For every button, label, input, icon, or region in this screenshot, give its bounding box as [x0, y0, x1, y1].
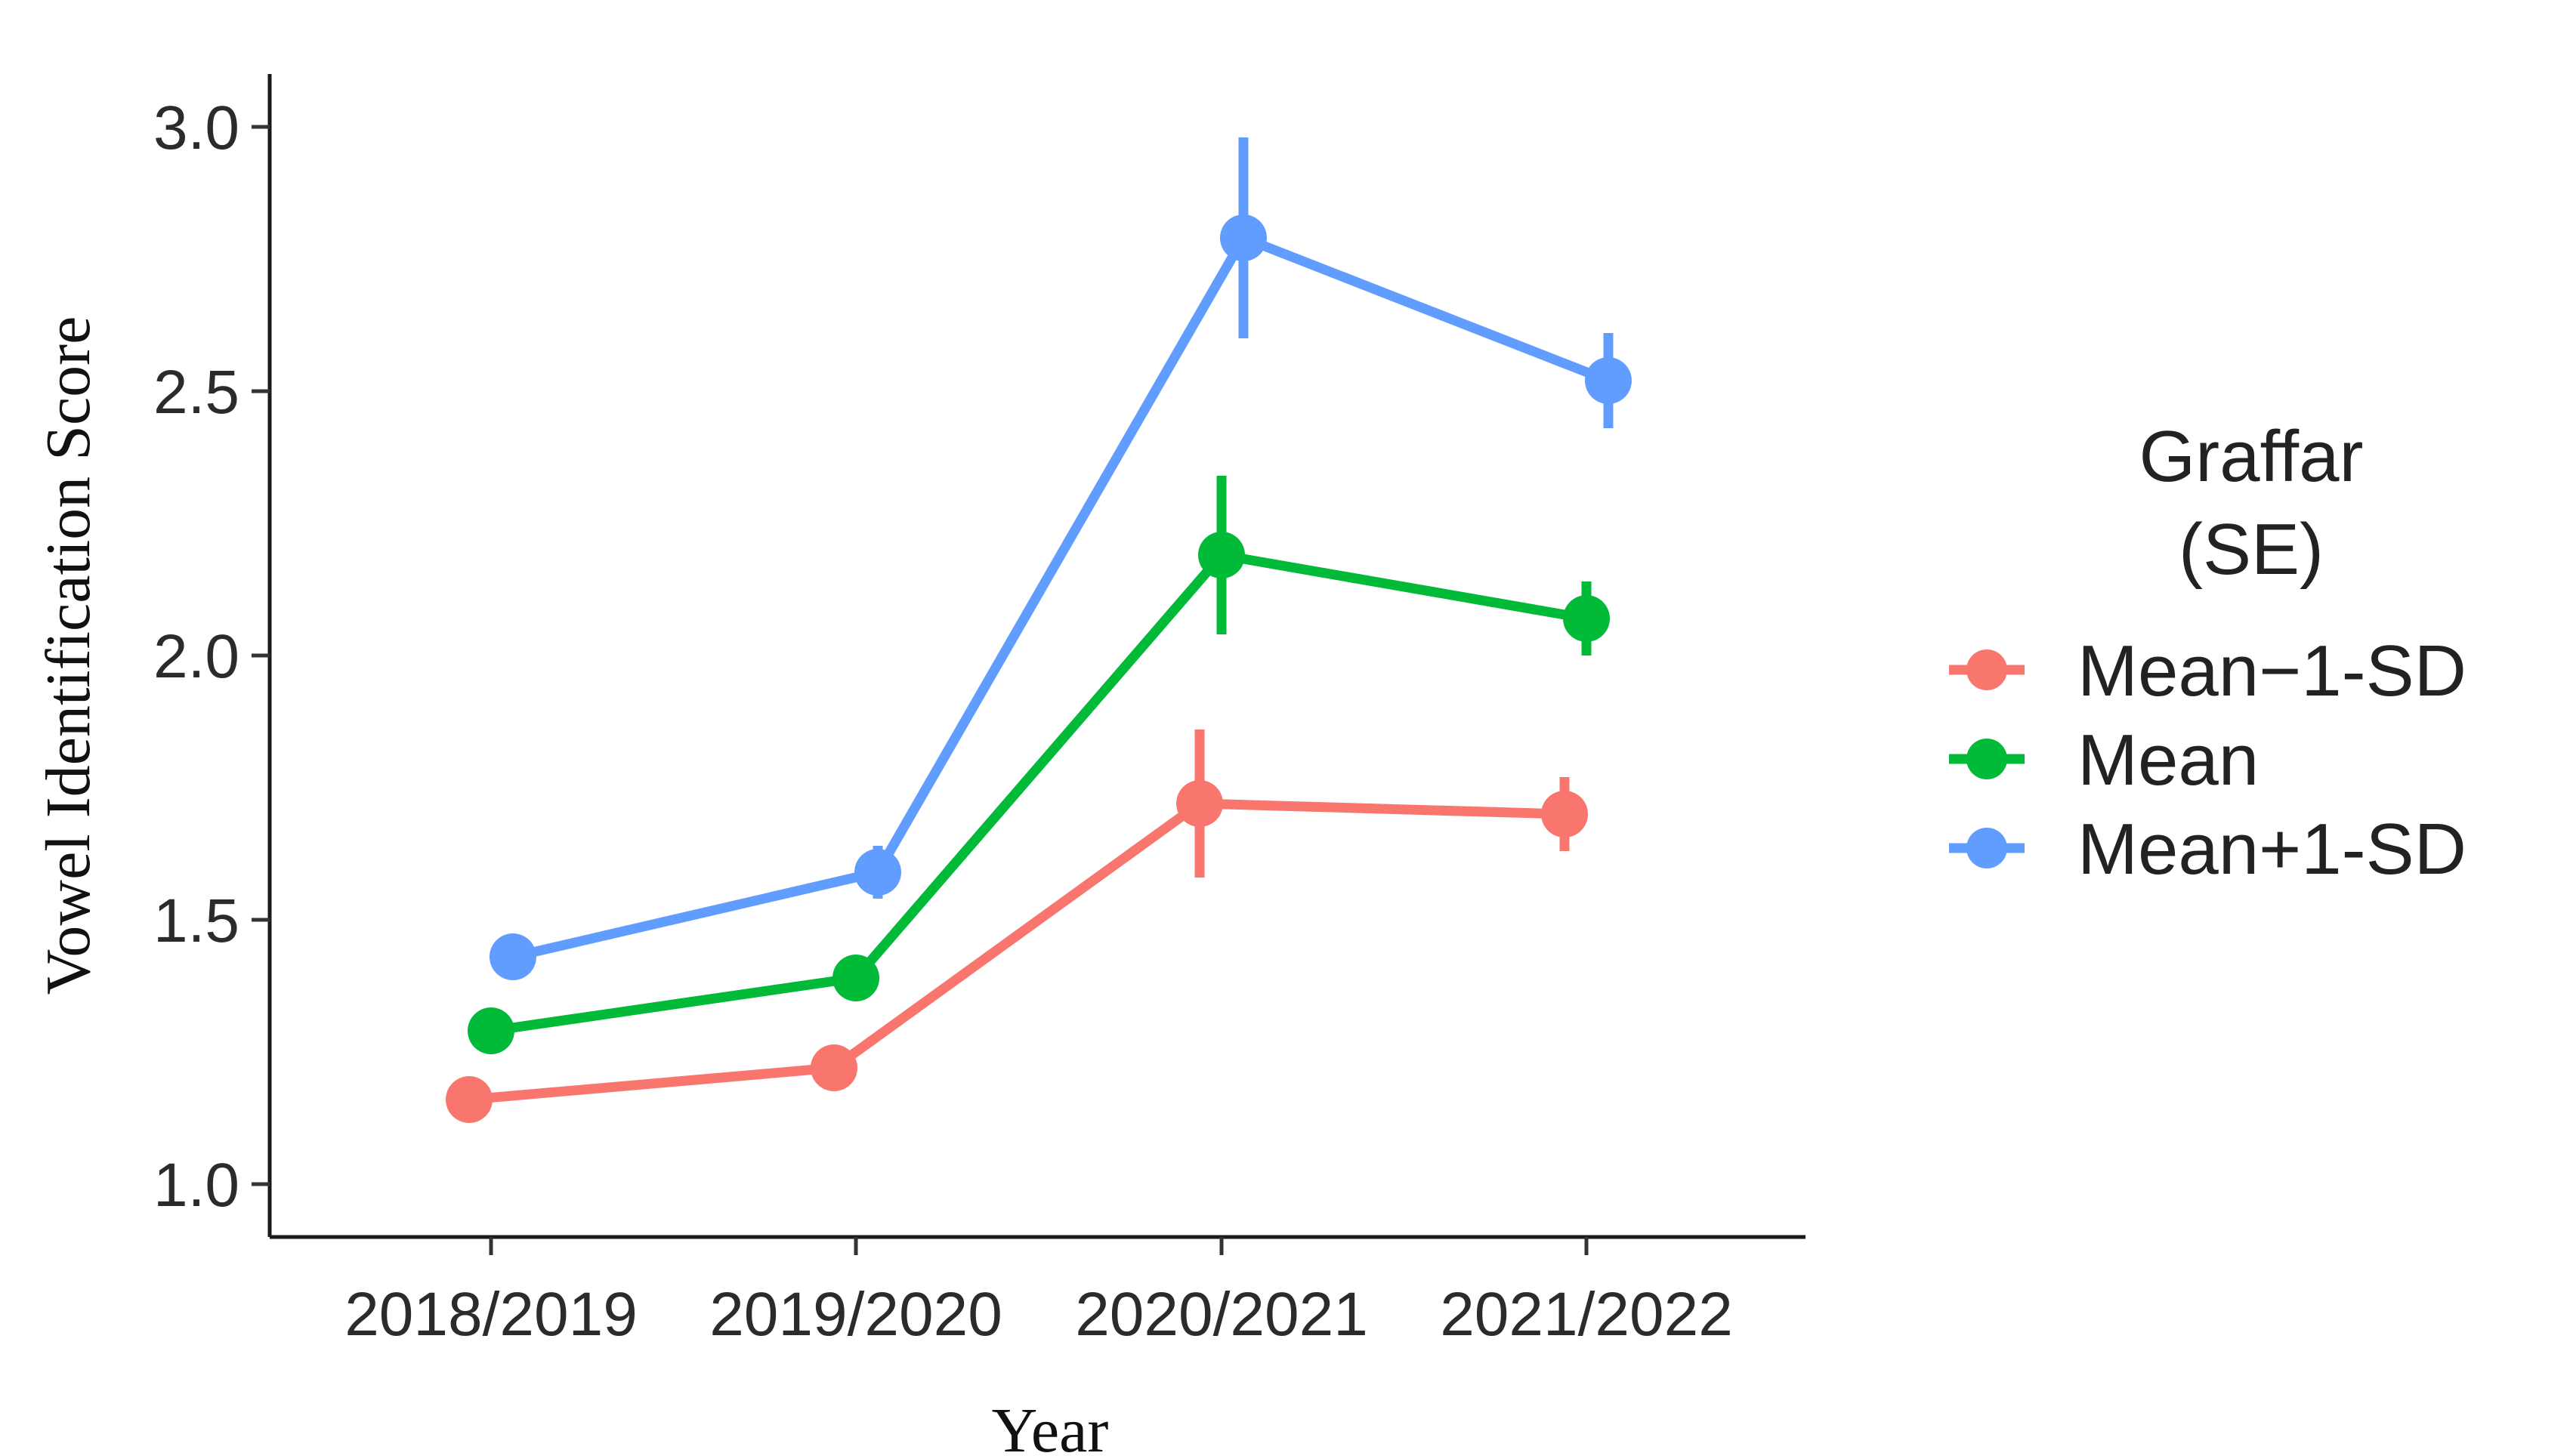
legend-swatch-point [1966, 649, 2007, 690]
data-point [489, 933, 536, 980]
series-group [446, 137, 1632, 1123]
y-tick-label: 1.5 [153, 887, 239, 955]
data-point [1219, 214, 1267, 261]
data-point [446, 1076, 493, 1123]
data-point [1541, 791, 1589, 838]
y-tick-label: 3.0 [153, 94, 239, 162]
series-3 [489, 137, 1632, 980]
data-point [811, 1044, 858, 1091]
y-tick-label: 1.0 [153, 1151, 239, 1220]
series-2 [468, 476, 1610, 1054]
legend-swatch-point [1966, 739, 2007, 779]
data-point [468, 1007, 514, 1054]
legend: Graffar (SE) Mean−1-SD Mean Mean+1-SD [1949, 416, 2467, 890]
series-line [464, 798, 1570, 1105]
x-tick-label: 2021/2022 [1440, 1280, 1733, 1349]
legend-title-line: Graffar [2139, 416, 2364, 497]
legend-item: Mean+1-SD [1949, 809, 2467, 890]
series-line [508, 233, 1614, 962]
data-point [1176, 780, 1224, 827]
data-point [1563, 595, 1610, 642]
legend-item: Mean−1-SD [1949, 631, 2467, 711]
series-line [486, 550, 1592, 1036]
legend-label: Mean [2077, 720, 2259, 800]
data-point [1584, 357, 1632, 404]
y-axis-title: Vowel Identification Score [33, 316, 103, 995]
x-axis-title: Year [992, 1396, 1109, 1456]
data-point [854, 849, 901, 896]
legend-label: Mean+1-SD [2077, 809, 2467, 890]
data-point [832, 955, 879, 1001]
series-1 [446, 730, 1589, 1123]
x-tick-label: 2018/2019 [344, 1280, 638, 1349]
legend-item: Mean [1949, 720, 2259, 800]
axes: 1.0 1.5 2.0 2.5 3.0 2018/2019 2019/2020 2020/20… [33, 74, 1805, 1456]
legend-swatch-point [1966, 828, 2007, 868]
y-tick-label: 2.0 [153, 622, 239, 691]
data-point [1198, 532, 1245, 578]
legend-label: Mean−1-SD [2077, 631, 2467, 711]
x-tick-label: 2020/2021 [1075, 1280, 1368, 1349]
legend-title-line: (SE) [2179, 509, 2324, 590]
x-tick-label: 2019/2020 [709, 1280, 1002, 1349]
y-tick-label: 2.5 [153, 358, 239, 427]
